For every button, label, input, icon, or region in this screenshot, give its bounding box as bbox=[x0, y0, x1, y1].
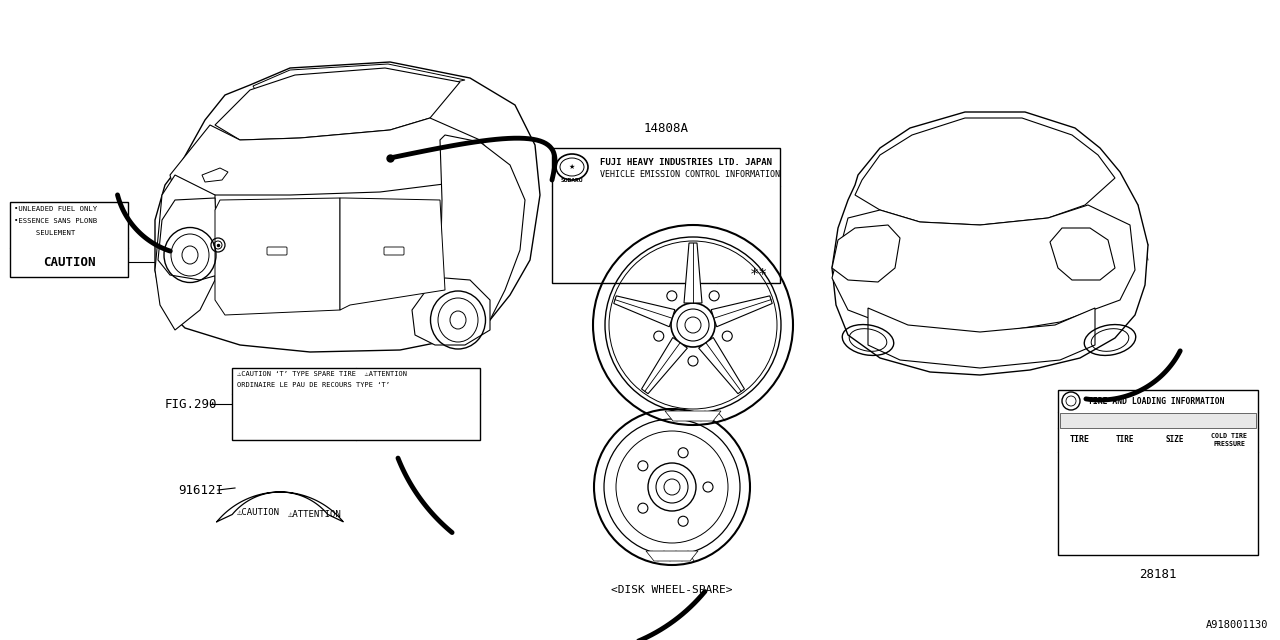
Circle shape bbox=[637, 503, 648, 513]
Polygon shape bbox=[646, 551, 698, 561]
Polygon shape bbox=[666, 411, 721, 421]
Circle shape bbox=[667, 291, 677, 301]
Circle shape bbox=[689, 356, 698, 366]
Text: •UNLEADED FUEL ONLY: •UNLEADED FUEL ONLY bbox=[14, 206, 97, 212]
Polygon shape bbox=[157, 198, 218, 280]
Polygon shape bbox=[253, 64, 465, 98]
Text: FIG.290: FIG.290 bbox=[165, 397, 218, 410]
Text: ⚠CAUTION: ⚠CAUTION bbox=[237, 508, 279, 517]
Circle shape bbox=[709, 291, 719, 301]
Polygon shape bbox=[832, 225, 900, 282]
Polygon shape bbox=[202, 168, 228, 182]
Polygon shape bbox=[440, 135, 525, 335]
Polygon shape bbox=[155, 175, 215, 330]
Polygon shape bbox=[1050, 228, 1115, 280]
Text: SIZE: SIZE bbox=[1166, 435, 1184, 445]
Polygon shape bbox=[216, 492, 343, 522]
Polygon shape bbox=[699, 337, 745, 394]
Bar bbox=[552, 148, 780, 283]
Text: TIRE AND LOADING INFORMATION: TIRE AND LOADING INFORMATION bbox=[1088, 397, 1225, 406]
Polygon shape bbox=[832, 205, 1135, 335]
Text: 10024: 10024 bbox=[161, 255, 198, 269]
Polygon shape bbox=[215, 198, 340, 315]
FancyBboxPatch shape bbox=[268, 247, 287, 255]
Text: <DISK WHEEL-SPARE>: <DISK WHEEL-SPARE> bbox=[612, 585, 732, 595]
Circle shape bbox=[722, 331, 732, 341]
Text: ORDINAIRE LE PAU DE RECOURS TYPE ‘T’: ORDINAIRE LE PAU DE RECOURS TYPE ‘T’ bbox=[237, 382, 390, 388]
Text: CAUTION: CAUTION bbox=[42, 255, 95, 269]
Polygon shape bbox=[641, 337, 687, 394]
Polygon shape bbox=[340, 198, 445, 310]
Text: ⚠CAUTION ‘T’ TYPE SPARE TIRE  ⚠ATTENTION: ⚠CAUTION ‘T’ TYPE SPARE TIRE ⚠ATTENTION bbox=[237, 371, 407, 377]
Circle shape bbox=[637, 461, 648, 471]
Polygon shape bbox=[155, 62, 540, 352]
Circle shape bbox=[678, 516, 689, 526]
Text: SEULEMENT: SEULEMENT bbox=[14, 230, 76, 236]
Polygon shape bbox=[412, 278, 490, 345]
Text: 28181: 28181 bbox=[1139, 568, 1176, 582]
Text: A918001130: A918001130 bbox=[1206, 620, 1268, 630]
Bar bbox=[232, 368, 480, 440]
Text: •ESSENCE SANS PLONB: •ESSENCE SANS PLONB bbox=[14, 218, 97, 224]
Text: VEHICLE EMISSION CONTROL INFORMATION: VEHICLE EMISSION CONTROL INFORMATION bbox=[600, 170, 780, 179]
Polygon shape bbox=[614, 296, 675, 327]
Bar bbox=[1059, 390, 1258, 555]
Text: 14808A: 14808A bbox=[644, 122, 689, 134]
Polygon shape bbox=[868, 308, 1094, 368]
Polygon shape bbox=[712, 296, 772, 327]
FancyBboxPatch shape bbox=[384, 247, 404, 255]
Text: ∗∗: ∗∗ bbox=[750, 264, 768, 278]
Polygon shape bbox=[170, 118, 500, 195]
Text: SUBARU: SUBARU bbox=[561, 177, 584, 182]
Text: TIRE: TIRE bbox=[1070, 435, 1091, 445]
Circle shape bbox=[678, 448, 689, 458]
Bar bbox=[10, 202, 128, 277]
Polygon shape bbox=[832, 112, 1148, 375]
Text: FUJI HEAVY INDUSTRIES LTD. JAPAN: FUJI HEAVY INDUSTRIES LTD. JAPAN bbox=[600, 158, 772, 167]
Text: TIRE: TIRE bbox=[1116, 435, 1134, 445]
Text: COLD TIRE
PRESSURE: COLD TIRE PRESSURE bbox=[1211, 433, 1247, 447]
Polygon shape bbox=[684, 243, 701, 303]
Text: 91612I: 91612I bbox=[178, 483, 223, 497]
Circle shape bbox=[654, 331, 664, 341]
Polygon shape bbox=[215, 68, 460, 140]
Text: ★: ★ bbox=[568, 164, 575, 170]
Polygon shape bbox=[855, 118, 1115, 225]
Bar bbox=[1060, 413, 1256, 428]
Text: ⚠ATTENTION: ⚠ATTENTION bbox=[288, 510, 342, 519]
Circle shape bbox=[703, 482, 713, 492]
